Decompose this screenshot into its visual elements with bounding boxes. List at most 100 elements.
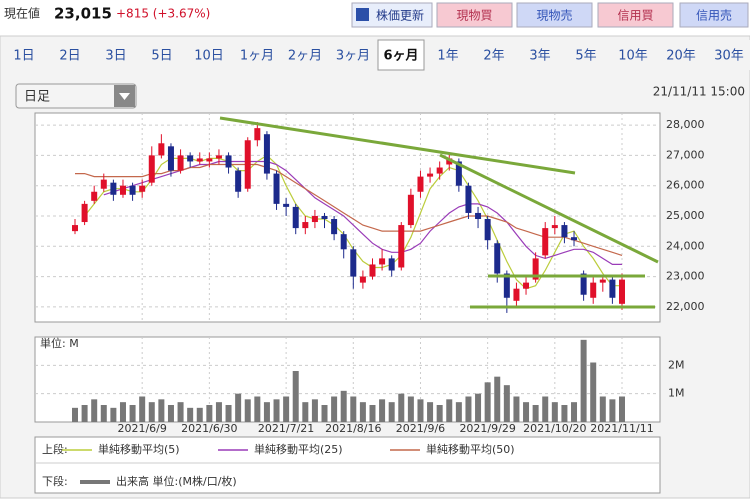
volume-bar bbox=[455, 402, 462, 422]
volume-bar bbox=[235, 393, 242, 422]
volume-bar bbox=[292, 371, 299, 422]
y-tick-label: 25,000 bbox=[666, 209, 705, 222]
candle-body bbox=[513, 288, 520, 301]
candle-body bbox=[619, 279, 625, 304]
tab[interactable] bbox=[186, 40, 232, 70]
volume-bar bbox=[561, 405, 568, 422]
candle-body bbox=[609, 279, 616, 298]
tab[interactable] bbox=[140, 40, 184, 70]
candle-body bbox=[417, 176, 424, 192]
plot: 22,000 23,000 24,000 25,000 26,000 27,000 28,0… bbox=[35, 113, 705, 435]
volume-bar bbox=[407, 396, 414, 422]
candle-body bbox=[215, 155, 222, 159]
tab-label: 5日 bbox=[151, 49, 172, 64]
volume-bar bbox=[398, 393, 405, 422]
volume-bar bbox=[609, 399, 616, 422]
volume-bar bbox=[369, 405, 376, 422]
tab[interactable] bbox=[426, 40, 470, 70]
y-tick-label: 2M bbox=[668, 358, 685, 371]
volume-bar bbox=[139, 396, 146, 422]
button[interactable] bbox=[516, 2, 593, 28]
button[interactable] bbox=[679, 2, 749, 28]
candle-body bbox=[110, 182, 117, 195]
volume-bar bbox=[619, 396, 625, 422]
candle-body bbox=[129, 185, 136, 195]
dropdown[interactable] bbox=[15, 83, 137, 109]
button[interactable] bbox=[597, 2, 674, 28]
tab[interactable] bbox=[472, 40, 516, 70]
tab[interactable] bbox=[2, 40, 46, 70]
buttons: 株価更新 現物買 現物売 信用買 信用売 bbox=[351, 2, 749, 28]
candle-body bbox=[167, 146, 174, 171]
candle-body bbox=[321, 215, 328, 220]
volume-bar bbox=[72, 407, 78, 422]
candle-body bbox=[196, 158, 203, 162]
volume-bar bbox=[340, 390, 347, 422]
volume-bar bbox=[273, 399, 280, 422]
tab[interactable] bbox=[658, 40, 704, 70]
candle-body bbox=[551, 225, 558, 229]
volume-bar bbox=[465, 396, 472, 422]
button[interactable] bbox=[436, 2, 513, 28]
candle-body bbox=[206, 158, 213, 162]
volume-bar bbox=[148, 402, 155, 422]
tab[interactable] bbox=[706, 40, 750, 70]
candle-body bbox=[292, 206, 299, 229]
x-tick-label: 2021/6/30 bbox=[181, 422, 237, 435]
candle-body bbox=[72, 225, 78, 232]
volume-bar bbox=[532, 405, 539, 422]
candle-body bbox=[561, 225, 568, 238]
candle-body bbox=[244, 140, 251, 189]
volume-bar bbox=[590, 362, 597, 422]
tab[interactable] bbox=[564, 40, 608, 70]
candle-body bbox=[331, 219, 338, 235]
candle-body bbox=[254, 128, 261, 141]
candle-body bbox=[494, 243, 501, 274]
tab[interactable] bbox=[330, 40, 376, 70]
price-label: 現在値 bbox=[4, 6, 40, 21]
tab[interactable] bbox=[282, 40, 328, 70]
candle-body bbox=[148, 155, 155, 183]
volume-bar bbox=[599, 396, 606, 422]
volume-bar bbox=[110, 407, 117, 422]
candle-body bbox=[503, 273, 510, 298]
candle-body bbox=[187, 155, 194, 162]
tab[interactable] bbox=[48, 40, 92, 70]
volume-bar bbox=[215, 402, 222, 422]
tab[interactable] bbox=[234, 40, 280, 70]
tabs: 1日 2日 3日 5日 10日 1ヶ月 2ヶ月 3ヶ月 6ヶ月 1年 2年 3年 5年 10年 20年 30年 bbox=[2, 39, 750, 71]
tab-label: 5年 bbox=[575, 49, 596, 64]
tab[interactable] bbox=[377, 39, 425, 71]
candle-body bbox=[359, 276, 366, 283]
candle-body bbox=[302, 222, 309, 229]
candle-body bbox=[542, 228, 549, 256]
volume-bar bbox=[244, 399, 251, 422]
volume-bar bbox=[446, 399, 453, 422]
volume-bar bbox=[379, 399, 386, 422]
tab-label: 1日 bbox=[13, 49, 34, 64]
legend-label: 単純移動平均(25) bbox=[254, 442, 343, 456]
candle-body bbox=[91, 191, 98, 201]
tab[interactable] bbox=[610, 40, 656, 70]
x-tick-label: 2021/8/16 bbox=[325, 422, 381, 435]
y-tick-label: 22,000 bbox=[666, 300, 705, 313]
y-tick-label: 23,000 bbox=[666, 270, 705, 283]
candle-body bbox=[523, 282, 530, 289]
price: 23,015 bbox=[54, 5, 112, 23]
volume-bar bbox=[359, 402, 366, 422]
y-tick-label: 28,000 bbox=[666, 118, 705, 131]
tab[interactable] bbox=[518, 40, 562, 70]
price-change: +815 (+3.67%) bbox=[116, 7, 210, 21]
legend-label: 単純移動平均(5) bbox=[98, 442, 180, 456]
candle-body bbox=[311, 215, 318, 223]
y-tick-label: 27,000 bbox=[666, 148, 705, 161]
tab-label: 3日 bbox=[105, 49, 126, 64]
tab-label: 2ヶ月 bbox=[288, 49, 322, 64]
button-label: 現物売 bbox=[536, 8, 572, 23]
candle-body bbox=[263, 134, 270, 174]
tab-label: 3年 bbox=[529, 49, 550, 64]
volume-bar bbox=[513, 396, 520, 422]
volume-bar bbox=[503, 385, 510, 422]
tab[interactable] bbox=[94, 40, 138, 70]
trend-lines bbox=[219, 116, 659, 309]
